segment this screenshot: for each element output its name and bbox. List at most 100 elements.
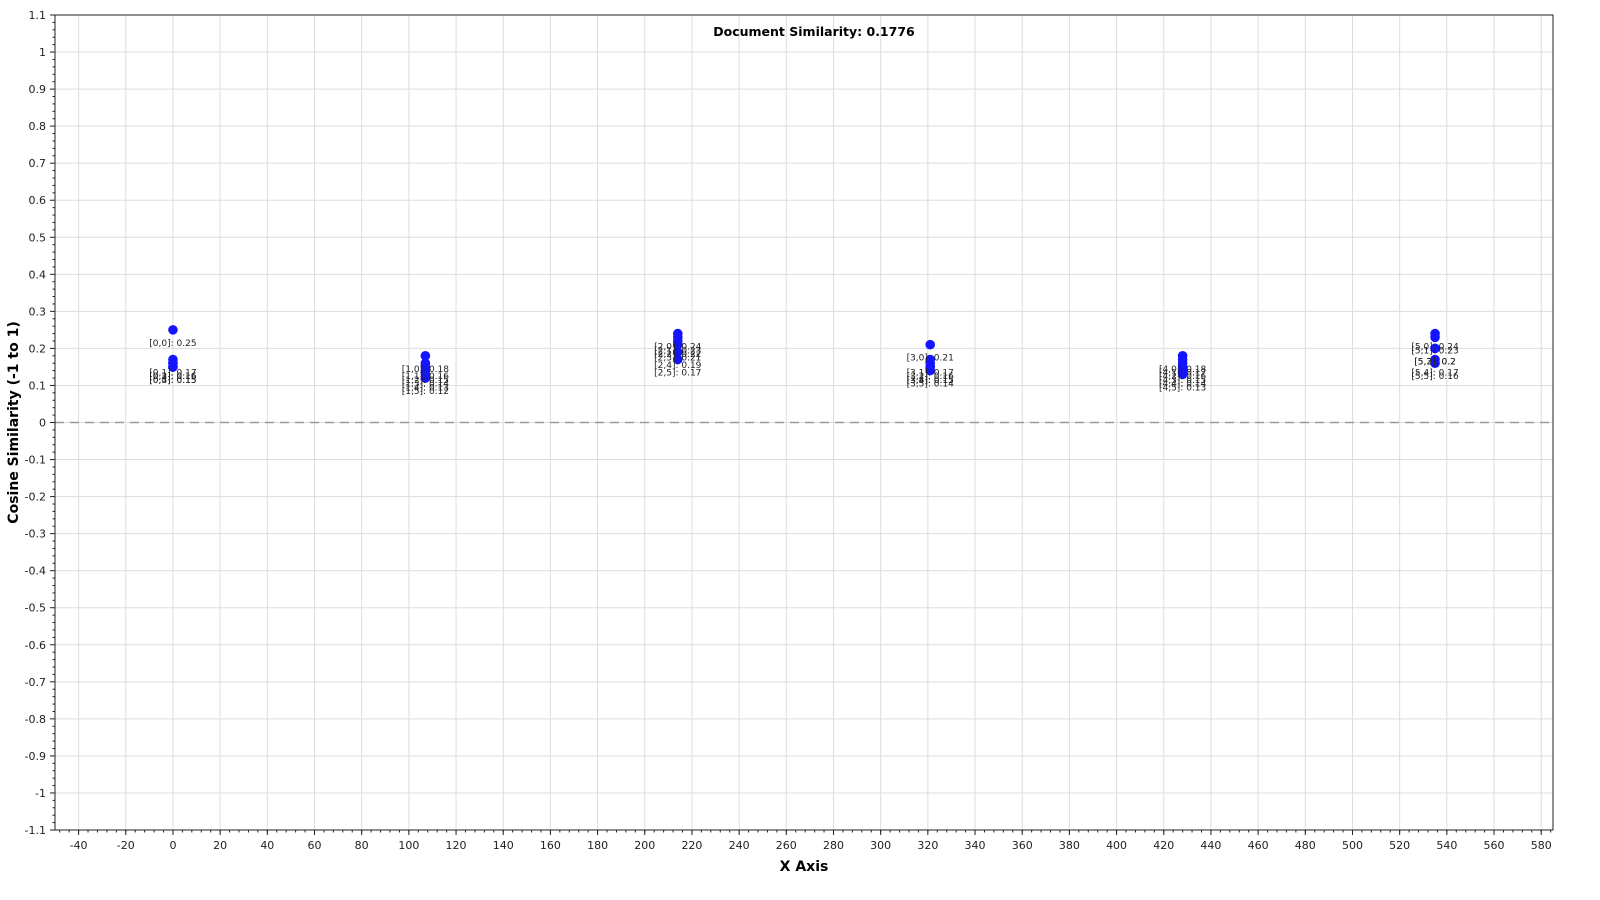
x-tick-label: -40 [70,839,88,852]
data-point [925,365,936,376]
data-label: [2,3]: 0.21 [654,354,701,364]
data-label: [1,1]: 0.16 [402,372,450,382]
y-tick-label: 0.5 [29,231,47,244]
y-tick-label: -1.1 [25,824,46,837]
data-point [1430,332,1440,343]
data-label: [5,3]: 0.2 [1414,357,1456,367]
data-label: [2,5]: 0.17 [654,369,701,379]
data-label: [3,0]: 0.21 [907,354,954,364]
data-label: [0,0]: 0.25 [149,339,196,349]
x-tick-label: 340 [965,839,986,852]
data-label: [3,1]: 0.17 [907,369,954,379]
data-label: [3,5]: 0.14 [907,380,955,390]
data-point [420,373,431,383]
y-tick-label: -0.9 [25,750,46,763]
y-tick-label: -0.7 [25,676,46,689]
x-tick-label: 80 [355,839,369,852]
data-label: [2,1]: 0.23 [654,346,701,356]
x-axis-title: X Axis [780,859,829,875]
data-label: [5,0]: 0.24 [1411,343,1459,353]
y-tick-label: 1 [39,46,46,59]
data-label: [0,2]: 0.16 [149,372,197,382]
data-label: [4,2]: 0.16 [1159,372,1207,382]
data-label: [0,5]: 0.15 [149,376,196,386]
x-tick-label: 240 [729,839,750,852]
y-tick-label: -0.5 [25,602,46,615]
x-tick-label: 400 [1106,839,1127,852]
x-tick-label: 100 [398,839,419,852]
x-tick-label: 540 [1436,839,1457,852]
data-label: [2,4]: 0.19 [654,361,702,371]
data-point [672,354,683,365]
x-tick-label: 440 [1200,839,1221,852]
data-point [420,351,431,361]
y-tick-label: 0.4 [29,268,47,281]
data-label: [4,1]: 0.17 [1159,369,1206,379]
y-tick-label: 0.6 [29,194,47,207]
y-tick-label: -0.3 [25,528,46,541]
data-point [168,362,178,372]
x-tick-label: 180 [587,839,608,852]
data-points [168,325,1440,383]
data-label: [1,2]: 0.15 [402,376,449,386]
x-tick-label: 580 [1531,839,1552,852]
y-tick-label: 0.9 [29,83,47,96]
data-point-labels: [0,0]: 0.25 [0,1]: 0.17[0,2]: 0.16[0,3]: … [149,339,1459,397]
y-tick-label: 0.8 [29,120,47,133]
y-axis-title: Cosine Similarity (-1 to 1) [6,321,22,523]
y-tick-label: 0.2 [29,342,47,355]
y-tick-label: -0.4 [25,565,46,578]
x-tick-label: 220 [681,839,702,852]
data-label: [4,0]: 0.18 [1159,365,1207,375]
x-tick-label: 360 [1012,839,1033,852]
data-label: [4,4]: 0.14 [1159,380,1207,390]
data-point [168,325,178,335]
x-tick-label: 160 [540,839,561,852]
x-tick-label: 320 [917,839,938,852]
data-point [1430,343,1440,354]
x-tick-label: 260 [776,839,797,852]
y-tick-label: -0.2 [25,491,46,504]
y-tick-label: -0.1 [25,454,46,467]
x-tick-label: 280 [823,839,844,852]
data-label: [0,3]: 0.16 [149,372,197,382]
y-tick-label: 0 [39,417,46,430]
data-point [925,339,936,350]
data-label: [4,3]: 0.15 [1159,376,1206,386]
data-label: [4,5]: 0.13 [1159,383,1206,393]
data-label: [1,3]: 0.14 [402,380,450,390]
x-tick-label: 0 [169,839,176,852]
y-tick-label: 1.1 [29,9,47,22]
x-tick-label: 60 [307,839,321,852]
data-point [1430,358,1440,369]
x-tick-label: 140 [493,839,514,852]
x-tick-label: 480 [1295,839,1316,852]
data-label: [1,0]: 0.18 [402,365,450,375]
data-label: [1,5]: 0.12 [402,387,449,397]
x-tick-label: 420 [1153,839,1174,852]
x-tick-label: 560 [1484,839,1505,852]
x-tick-label: 460 [1248,839,1269,852]
x-tick-label: 300 [870,839,891,852]
chart-title: Document Similarity: 0.1776 [713,24,915,39]
data-point [1177,369,1188,380]
data-label: [0,1]: 0.17 [149,369,196,379]
data-label: [0,4]: 0.15 [149,376,196,386]
x-tick-label: 20 [213,839,227,852]
data-label: [5,4]: 0.17 [1411,369,1458,379]
x-tick-label: -20 [117,839,135,852]
data-label: [3,3]: 0.15 [907,376,954,386]
x-tick-label: 380 [1059,839,1080,852]
x-tick-label: 200 [634,839,655,852]
x-tick-label: 520 [1389,839,1410,852]
data-label: [5,2]: 0.2 [1414,357,1456,367]
y-tick-label: 0.7 [29,157,47,170]
y-tick-label: -1 [35,787,46,800]
y-tick-label: 0.3 [29,305,47,318]
data-point [672,347,683,357]
data-label: [3,2]: 0.16 [907,372,955,382]
x-tick-label: 500 [1342,839,1363,852]
data-label: [5,5]: 0.16 [1411,372,1459,382]
